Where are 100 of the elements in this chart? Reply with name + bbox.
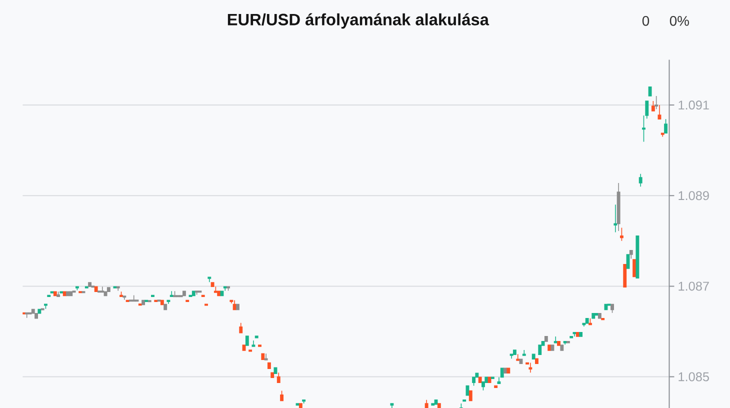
candlestick [94, 286, 98, 292]
candlestick [270, 372, 274, 378]
candlestick [648, 86, 652, 96]
y-tick-label: 1.087 [678, 281, 709, 290]
candlestick [548, 344, 552, 351]
text: 0% [670, 16, 689, 26]
candlestick [195, 290, 199, 295]
candlestick [252, 340, 256, 347]
candlestick [424, 399, 428, 408]
candlestick [390, 402, 394, 408]
candlestick [660, 132, 664, 137]
candlestick [636, 235, 640, 278]
candlestick [254, 335, 258, 338]
candlestick [166, 300, 170, 304]
candlestick [142, 300, 146, 305]
candlestick [560, 344, 564, 351]
candlestick [528, 362, 532, 373]
candlestick [66, 291, 70, 296]
candlestick [106, 286, 110, 292]
candlestick [75, 286, 79, 290]
candlestick [512, 349, 516, 355]
candlestick [170, 290, 174, 297]
candlestick [550, 344, 554, 351]
candlestick [614, 204, 618, 232]
candlestick [223, 286, 227, 291]
candlestick [598, 312, 602, 319]
candlestick [236, 304, 240, 310]
candlestick [160, 300, 164, 305]
candlestick [116, 286, 120, 291]
candlestick [468, 390, 472, 401]
candlestick [217, 290, 221, 296]
y-tick-label: 1.089 [678, 190, 709, 200]
candlestick [258, 344, 262, 347]
candlestick [610, 304, 614, 314]
candlestick [302, 399, 306, 404]
candlestick [535, 358, 538, 364]
chart-title: EUR/USD árfolyamának alakulása [228, 12, 490, 28]
candlestick [164, 304, 168, 310]
candlestick [557, 340, 560, 346]
y-tick-label: 1.091 [678, 100, 709, 110]
candlestick [664, 118, 668, 134]
candlestick [280, 390, 284, 401]
candlestick [192, 290, 196, 296]
candlestick [594, 312, 598, 316]
candlestick [576, 332, 580, 337]
candlestick [248, 349, 252, 352]
candlestick [519, 358, 523, 364]
candlestick [538, 344, 542, 355]
candlestick [182, 290, 186, 296]
candlestick [122, 295, 126, 300]
candlestick [585, 318, 589, 324]
candlestick [25, 312, 29, 318]
candlestick [554, 336, 558, 343]
candlestick [510, 353, 514, 359]
candlestick [69, 291, 73, 296]
candlestick [245, 335, 249, 346]
candlestick [623, 264, 627, 288]
text: 0 [642, 16, 650, 26]
candlestick [532, 353, 536, 360]
candlestick [544, 336, 548, 342]
candlestick [629, 250, 633, 259]
candlestick [208, 276, 212, 282]
candlestick [276, 372, 280, 383]
candlestick [267, 362, 271, 369]
candlestick [592, 312, 596, 319]
candlestick [53, 291, 57, 296]
candlestick [232, 300, 236, 310]
candlestick [658, 104, 662, 120]
candlestick [434, 399, 438, 405]
candlestick [651, 100, 655, 112]
candlestick [34, 312, 38, 319]
candlestick [579, 332, 583, 337]
candlestick [264, 353, 268, 360]
candlestick [226, 286, 230, 291]
candlestick [132, 294, 136, 302]
candlestick [506, 368, 510, 374]
candlestick [62, 291, 66, 296]
candlestick [616, 182, 620, 232]
candlestick [572, 332, 576, 337]
candlestick [261, 353, 265, 360]
candlestick [298, 402, 302, 408]
candlestick [56, 291, 60, 297]
candlestick [563, 340, 567, 345]
candlestick [472, 376, 476, 386]
candlestick [494, 385, 498, 388]
candlestick [482, 381, 485, 391]
candlestick [100, 286, 104, 292]
candlestick [88, 282, 92, 287]
candlestick [431, 402, 435, 406]
candlestick [38, 308, 42, 314]
y-tick-label: 1.085 [678, 372, 709, 382]
candlestick [638, 173, 642, 187]
candlestick [242, 344, 246, 351]
candlestick [44, 304, 48, 310]
candlestick [437, 402, 441, 408]
candlestick [478, 376, 482, 383]
candlestick [296, 402, 300, 406]
candlestick [239, 322, 243, 334]
candlestick [522, 349, 526, 356]
candlestick [516, 353, 520, 361]
